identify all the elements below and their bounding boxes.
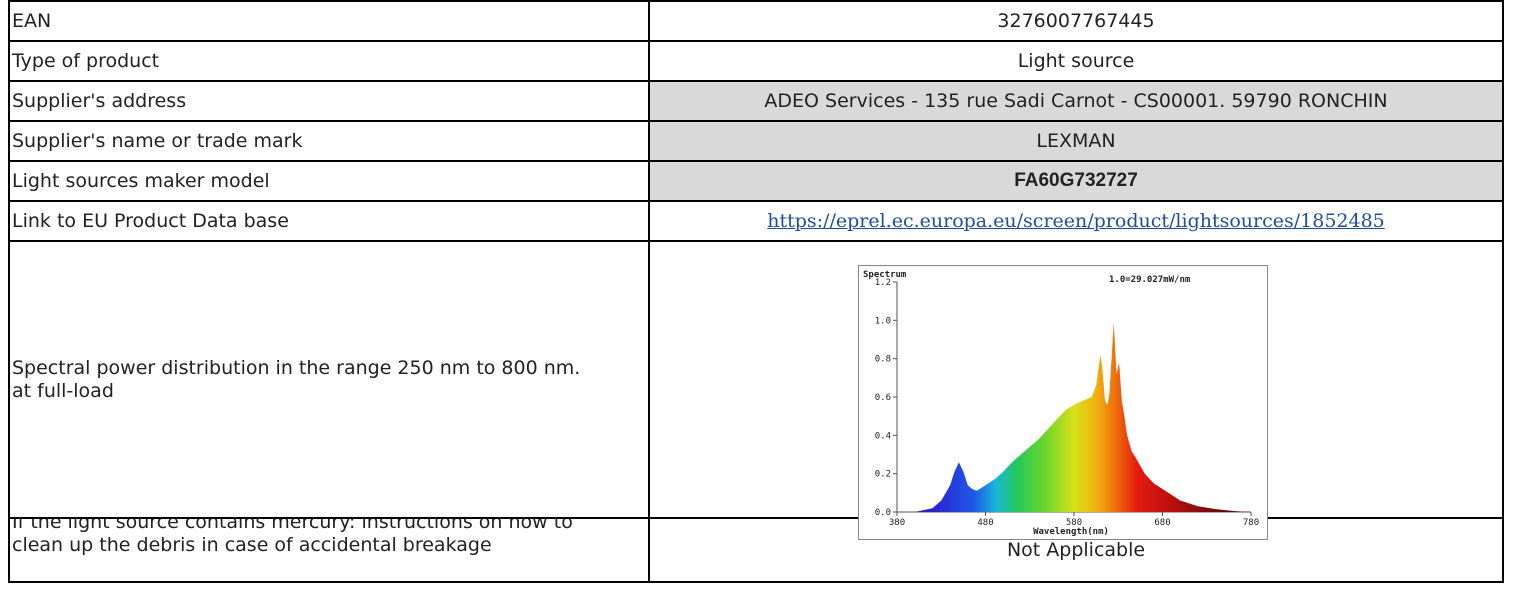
row-label: EAN — [8, 0, 650, 42]
x-tick-label: 780 — [1243, 518, 1259, 528]
row-value: 3276007767445 — [648, 0, 1504, 42]
x-tick-label: 580 — [1066, 518, 1082, 528]
spectrum-chart: Spectrum 1.0=29.027mW/nm Wavelength(nm) … — [858, 265, 1268, 540]
table-row: Spectral power distribution in the range… — [8, 240, 1504, 519]
row-label: Supplier's name or trade mark — [8, 120, 650, 162]
row-label-text: Spectral power distribution in the range… — [12, 356, 581, 402]
y-tick-label: 1.2 — [875, 278, 891, 288]
product-info-table: EAN 3276007767445 Type of product Light … — [8, 0, 1504, 583]
row-value: Light source — [648, 40, 1504, 82]
y-tick-label: 0.8 — [875, 355, 891, 365]
table-row: Link to EU Product Data base https://epr… — [8, 200, 1504, 242]
x-tick-label: 480 — [977, 518, 993, 528]
table-row: EAN 3276007767445 — [8, 0, 1504, 42]
table-row: If the light source contains mercury: in… — [8, 517, 1504, 583]
x-tick-label: 680 — [1154, 518, 1170, 528]
eprel-link[interactable]: https://eprel.ec.europa.eu/screen/produc… — [767, 210, 1385, 232]
table-row: Supplier's address ADEO Services - 135 r… — [8, 80, 1504, 122]
y-tick-label: 0.0 — [875, 508, 891, 518]
row-label: Type of product — [8, 40, 650, 82]
chart-title: Spectrum — [863, 270, 907, 280]
row-value: ADEO Services - 135 rue Sadi Carnot - CS… — [648, 80, 1504, 122]
table-row: Supplier's name or trade mark LEXMAN — [8, 120, 1504, 162]
x-tick-label: 380 — [889, 518, 905, 528]
row-value: LEXMAN — [648, 120, 1504, 162]
row-label: If the light source contains mercury: in… — [8, 517, 650, 583]
row-label: Link to EU Product Data base — [8, 200, 650, 242]
row-label-text: If the light source contains mercury: in… — [12, 518, 573, 556]
table-row: Type of product Light source — [8, 40, 1504, 82]
spectrum-chart-svg: Spectrum 1.0=29.027mW/nm Wavelength(nm) … — [863, 270, 1259, 537]
spectrum-area — [897, 322, 1251, 512]
row-value: https://eprel.ec.europa.eu/screen/produc… — [648, 200, 1504, 242]
row-label: Spectral power distribution in the range… — [8, 240, 650, 519]
row-label: Light sources maker model — [8, 160, 650, 202]
y-tick-label: 0.6 — [875, 393, 891, 403]
table-row: Light sources maker model FA60G732727 — [8, 160, 1504, 202]
y-tick-label: 0.4 — [875, 431, 891, 441]
x-axis-label: Wavelength(nm) — [1033, 527, 1109, 537]
y-tick-label: 1.0 — [875, 316, 891, 326]
chart-annotation: 1.0=29.027mW/nm — [1109, 275, 1191, 285]
y-tick-label: 0.2 — [875, 470, 891, 480]
row-label: Supplier's address — [8, 80, 650, 122]
row-value: FA60G732727 — [648, 160, 1504, 202]
